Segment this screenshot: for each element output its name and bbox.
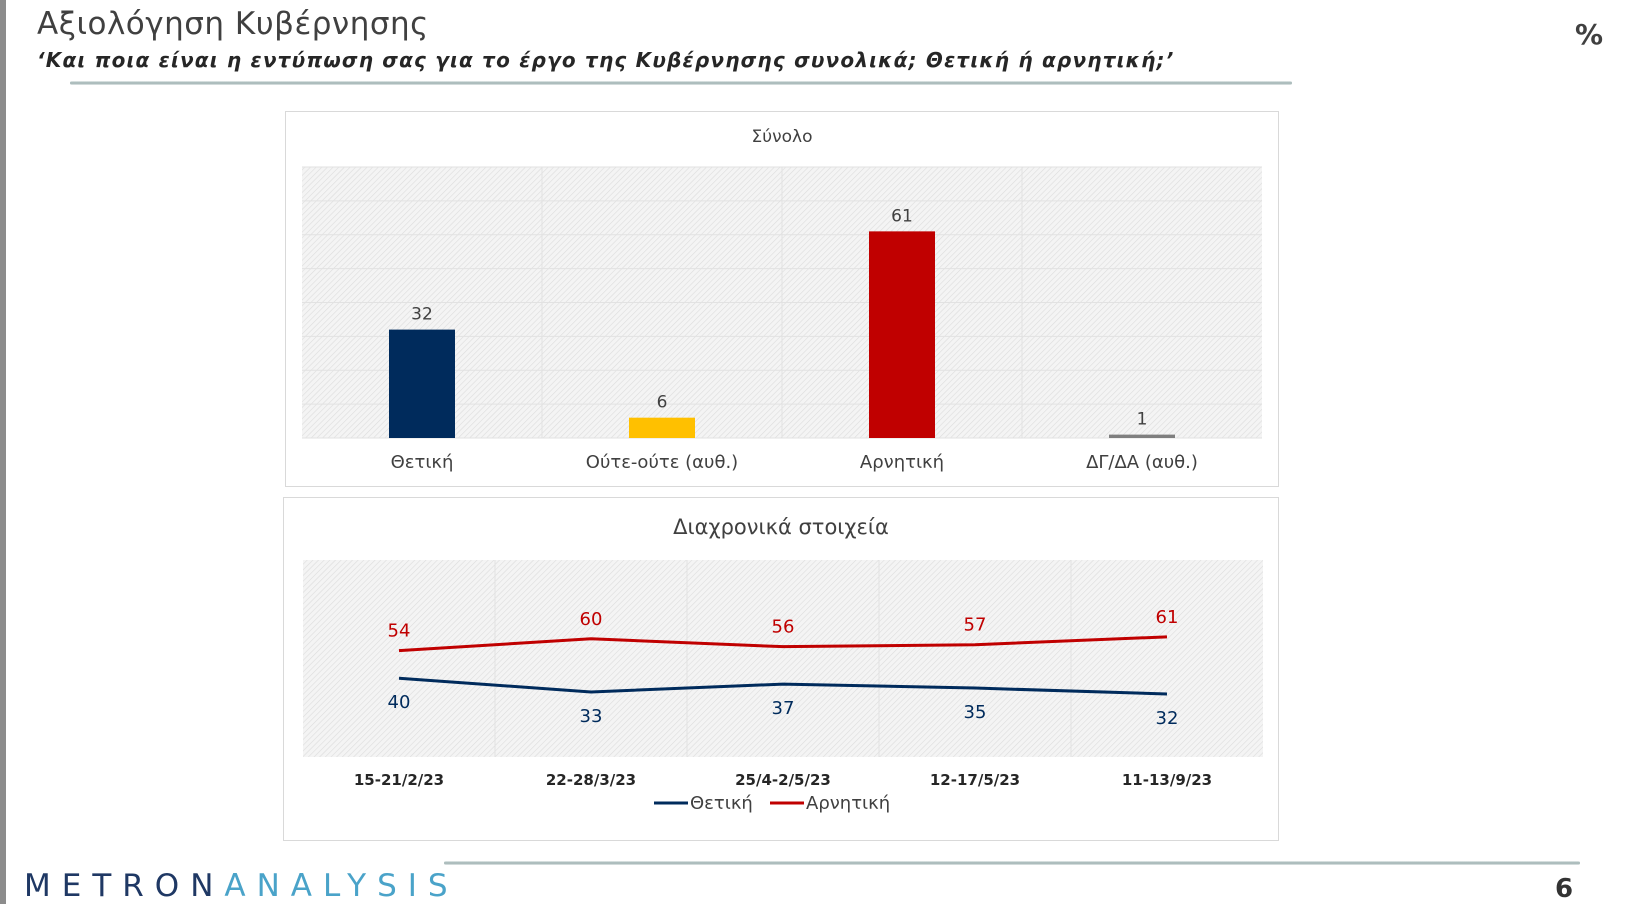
bar-category-label: Αρνητική — [860, 452, 944, 473]
line-chart-panel: Διαχρονικά στοιχεία 40 33 37 35 32 54 60 56 57 61… — [283, 497, 1279, 841]
bar-category-label: Θετική — [391, 452, 454, 473]
line-data-label: 37 — [772, 698, 795, 719]
left-edge-rule — [0, 0, 6, 904]
metron-analysis-logo: METRONANALYSIS — [24, 868, 459, 904]
footer-divider — [444, 861, 1580, 865]
bar-value-label: 1 — [1137, 410, 1148, 430]
legend-label: Θετική — [690, 793, 753, 814]
bar-chart: Σύνολο 32 Θετική 6 Ούτε-ούτε (αυθ.) 61 Αρνητι… — [302, 127, 1262, 473]
line-data-label: 35 — [964, 702, 987, 723]
series-line-negative — [398, 635, 1168, 653]
line-category-label: 25/4-2/5/23 — [735, 771, 831, 789]
line-chart: Διαχρονικά στοιχεία 40 33 37 35 32 54 60 56 57 61… — [303, 515, 1263, 814]
bar-value-label: 32 — [411, 305, 433, 325]
bar-chart-panel: Σύνολο 32 Θετική 6 Ούτε-ούτε (αυθ.) 61 Αρνητι… — [285, 111, 1279, 487]
bar-chart-title: Σύνολο — [752, 127, 813, 147]
line-plot-area — [303, 560, 1263, 757]
line-data-label: 54 — [388, 621, 411, 642]
line-data-label: 40 — [388, 692, 411, 713]
logo-text-part2: ANALYSIS — [224, 868, 459, 904]
line-data-label: 32 — [1156, 708, 1179, 729]
bar-category-label: ΔΓ/ΔΑ (αυθ.) — [1086, 452, 1198, 473]
page-subtitle: ‘Και ποια είναι η εντύπωση σας για το έρ… — [37, 48, 1175, 72]
bar — [1109, 434, 1175, 438]
bar-value-label: 6 — [657, 393, 668, 413]
line-data-label: 56 — [772, 617, 795, 638]
line-data-label: 33 — [580, 706, 603, 727]
legend-label: Αρνητική — [806, 793, 890, 814]
page-number: 6 — [1555, 874, 1574, 904]
header-divider — [70, 81, 1292, 85]
bar-category-label: Ούτε-ούτε (αυθ.) — [586, 452, 738, 473]
page-title: Αξιολόγηση Κυβέρνησης — [37, 6, 429, 42]
bar — [869, 231, 935, 438]
line-category-label: 12-17/5/23 — [930, 771, 1020, 789]
line-data-label: 60 — [580, 609, 603, 630]
bar — [629, 417, 695, 438]
logo-text-part1: METRON — [24, 868, 225, 904]
line-data-label: 61 — [1156, 607, 1179, 628]
unit-label: % — [1575, 18, 1604, 51]
bar-value-label: 61 — [891, 206, 913, 226]
line-category-label: 15-21/2/23 — [354, 771, 444, 789]
line-category-label: 11-13/9/23 — [1122, 771, 1212, 789]
bar — [389, 329, 455, 438]
line-category-label: 22-28/3/23 — [546, 771, 636, 789]
line-data-label: 57 — [964, 615, 987, 636]
line-chart-title: Διαχρονικά στοιχεία — [673, 515, 889, 539]
series-line-positive — [398, 676, 1168, 696]
